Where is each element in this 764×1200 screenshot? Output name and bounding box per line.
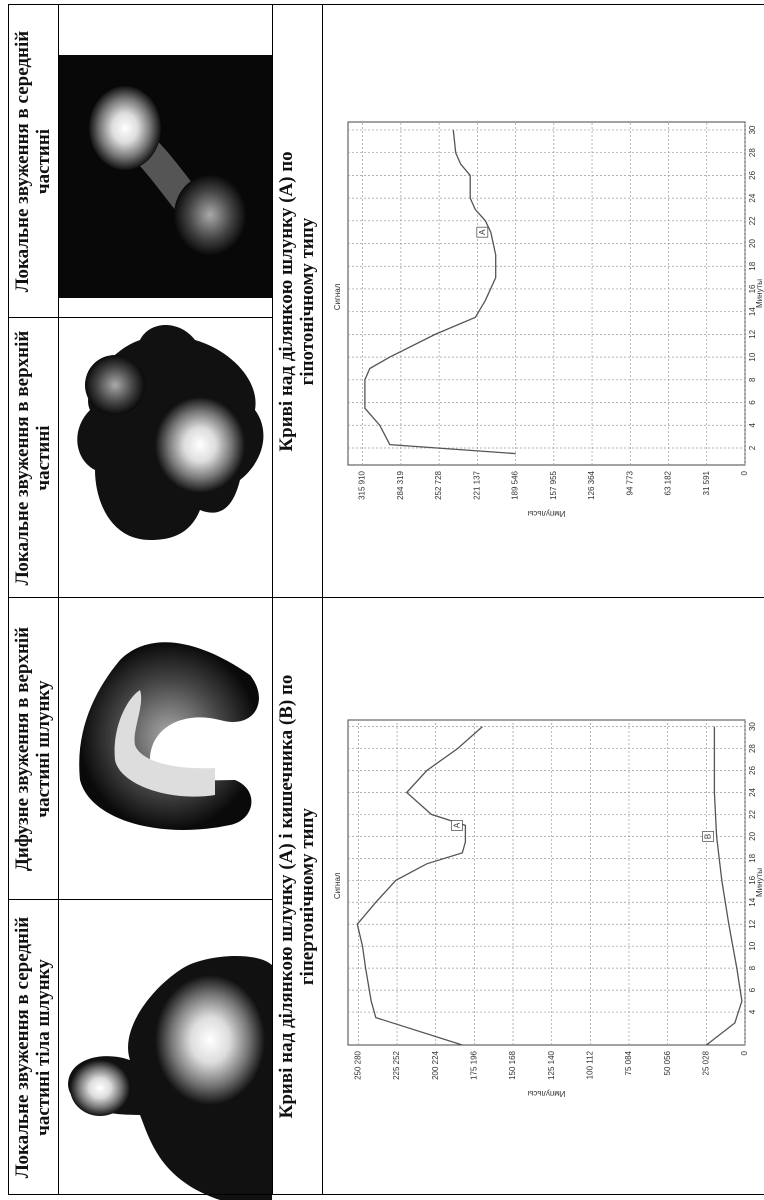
page: {"table":{"rows":[ ["Локальне звуження в…	[0, 0, 764, 1200]
y-tick-label: 0	[740, 1050, 749, 1055]
cell-text: Дифузне звуження в верхній частині шлунк…	[8, 598, 58, 900]
chart-subtitle: Сигнал	[333, 872, 342, 899]
cell-text: Локальне звуження в верхній частині	[8, 318, 58, 598]
x-tick-label: 22	[748, 809, 757, 818]
border	[58, 5, 59, 1195]
x-tick-label: 6	[748, 987, 757, 992]
border	[8, 1194, 764, 1195]
y-tick-label: 100 112	[585, 1050, 594, 1079]
x-tick-label: 20	[748, 239, 757, 248]
x-tick-label: 10	[748, 941, 757, 950]
y-tick-label: 150 168	[508, 1050, 517, 1079]
x-tick-label: 8	[748, 965, 757, 970]
y-tick-label: 252 728	[434, 470, 443, 499]
y-tick-label: 50 056	[663, 1050, 672, 1075]
y-tick-label: 200 224	[431, 1050, 440, 1079]
series-line	[706, 727, 742, 1045]
chart: 0 31 591 63 182 94 773 126 364 157 955 189 546…	[333, 122, 764, 518]
chart-subtitle: Сигнал	[333, 283, 342, 310]
y-tick-label: 225 252	[392, 1050, 401, 1079]
x-tick-label: 28	[748, 148, 757, 157]
cell-text: Локальне звуження в середній частині тіл…	[8, 900, 58, 1195]
chart-caption: Криві над ділянкою шлунку (А) по гіпотон…	[272, 5, 322, 598]
x-tick-label: 28	[748, 744, 757, 753]
y-tick-label: 250 280	[353, 1050, 362, 1079]
x-tick-label: 4	[748, 1009, 757, 1014]
y-axis-title: Импульсы	[527, 1089, 565, 1098]
series-label: B	[704, 834, 713, 839]
figures: 0 25 028 50 056 75 084 100 112 125 140 150 168…	[0, 0, 764, 1200]
x-tick-label: 14	[748, 897, 757, 906]
y-tick-label: 189 546	[511, 470, 520, 499]
scan-image-1	[68, 956, 272, 1200]
scan-image-4	[58, 55, 272, 298]
chart-caption: Криві над ділянкою шлунку (A) і кишечник…	[272, 598, 322, 1195]
border	[322, 5, 323, 1195]
y-tick-label: 126 364	[587, 470, 596, 499]
x-tick-label: 30	[748, 722, 757, 731]
x-tick-label: 24	[748, 787, 757, 796]
x-axis-title: Минуты	[755, 279, 764, 308]
y-tick-label: 31 591	[702, 470, 711, 495]
series-label: A	[453, 822, 462, 828]
plot-frame	[348, 122, 745, 465]
y-axis-title: Импульсы	[527, 509, 565, 518]
y-tick-label: 284 319	[396, 470, 405, 499]
y-tick-label: 25 028	[701, 1050, 710, 1075]
plot-frame	[348, 720, 745, 1045]
x-tick-label: 22	[748, 216, 757, 225]
x-tick-label: 26	[748, 170, 757, 179]
border	[8, 597, 764, 598]
x-tick-label: 20	[748, 831, 757, 840]
series-line	[365, 130, 516, 454]
y-tick-label: 75 084	[624, 1050, 633, 1075]
series-line	[357, 727, 482, 1045]
y-tick-label: 94 773	[625, 470, 634, 495]
x-tick-label: 4	[748, 422, 757, 427]
scan-image-3	[77, 325, 263, 540]
x-tick-label: 30	[748, 125, 757, 134]
x-tick-label: 12	[748, 329, 757, 338]
y-tick-label: 0	[740, 470, 749, 475]
cell-text: Локальне звуження в середній частині	[8, 5, 58, 318]
x-tick-label: 18	[748, 853, 757, 862]
x-tick-label: 18	[748, 261, 757, 270]
y-tick-label: 315 910	[358, 470, 367, 499]
x-tick-label: 12	[748, 919, 757, 928]
x-tick-label: 24	[748, 193, 757, 202]
y-tick-label: 63 182	[664, 470, 673, 495]
x-tick-label: 8	[748, 377, 757, 382]
y-tick-label: 221 137	[472, 470, 481, 499]
y-tick-label: 125 140	[547, 1050, 556, 1079]
x-tick-label: 2	[748, 445, 757, 450]
border	[8, 4, 764, 5]
x-tick-label: 10	[748, 352, 757, 361]
chart: 0 25 028 50 056 75 084 100 112 125 140 150 168…	[333, 720, 764, 1098]
x-tick-label: 14	[748, 307, 757, 316]
rotated-page: 0 25 028 50 056 75 084 100 112 125 140 150 168…	[0, 0, 764, 1200]
scan-image-2	[79, 642, 259, 830]
x-tick-label: 26	[748, 766, 757, 775]
series-label: A	[478, 229, 487, 235]
x-tick-label: 6	[748, 400, 757, 405]
y-tick-label: 175 196	[469, 1050, 478, 1079]
x-axis-title: Минуты	[755, 868, 764, 897]
y-tick-label: 157 955	[549, 470, 558, 499]
